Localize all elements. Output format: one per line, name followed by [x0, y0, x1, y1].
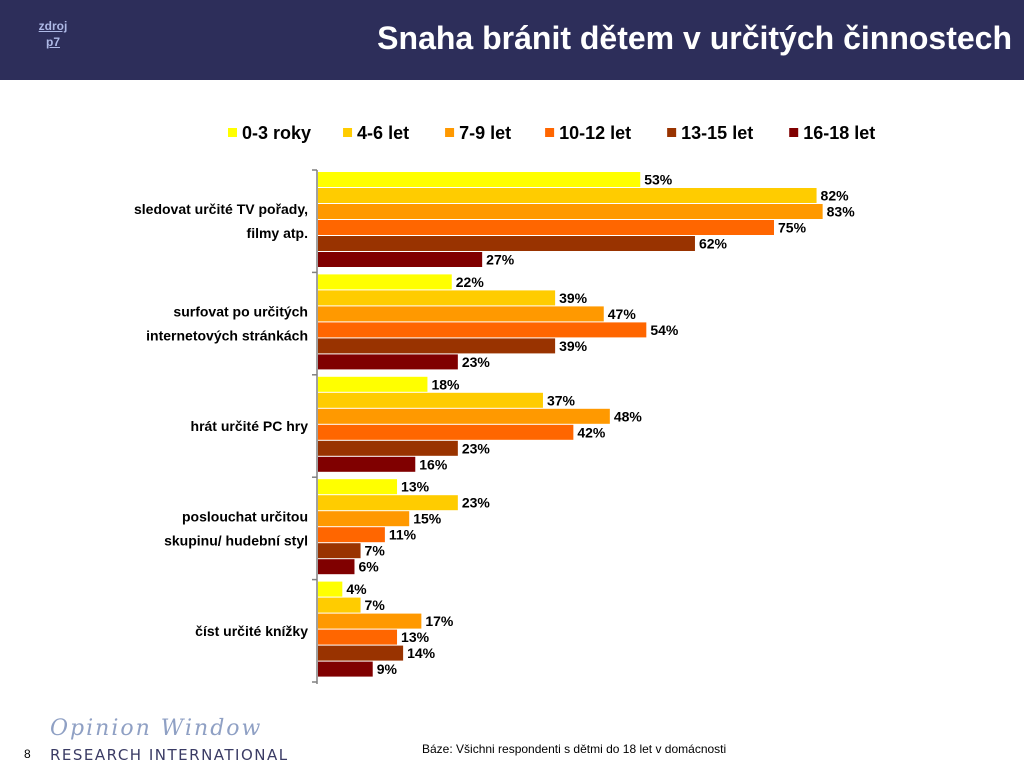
legend-label-2: 4-6 let — [357, 123, 409, 143]
data-label: 23% — [462, 354, 491, 370]
legend-swatch-1 — [228, 128, 237, 137]
data-label: 7% — [365, 597, 386, 613]
bar — [318, 645, 404, 661]
source-link[interactable]: zdroj p7 — [36, 18, 70, 50]
legend-swatch-6 — [789, 128, 799, 137]
source-link-page[interactable]: p7 — [45, 35, 60, 49]
category-label: filmy atp. — [247, 225, 308, 241]
data-label: 39% — [559, 338, 588, 354]
brand-logo-text: RESEARCH INTERNATIONAL — [50, 746, 289, 764]
bar — [318, 188, 817, 203]
legend-swatch-5 — [667, 128, 677, 137]
data-label: 83% — [827, 204, 856, 220]
bar — [318, 290, 556, 306]
bar — [318, 376, 428, 392]
data-label: 75% — [778, 220, 807, 236]
bar — [318, 322, 647, 338]
legend-label-1: 0-3 roky — [242, 123, 311, 143]
page-number: 8 — [24, 747, 31, 761]
bar — [318, 220, 774, 235]
bar — [318, 629, 398, 645]
data-label: 27% — [486, 252, 515, 268]
data-label: 13% — [401, 629, 430, 645]
bar — [318, 424, 574, 440]
data-label: 17% — [425, 613, 454, 629]
bar — [318, 252, 483, 267]
data-label: 54% — [650, 322, 679, 338]
data-label: 47% — [608, 306, 637, 322]
bar — [318, 236, 695, 251]
bar — [318, 274, 452, 290]
legend-label-5: 13-15 let — [681, 123, 753, 143]
data-label: 23% — [462, 440, 491, 456]
bar — [318, 581, 343, 597]
data-label: 37% — [547, 392, 576, 408]
source-link-label[interactable]: zdroj — [38, 19, 68, 33]
data-label: 6% — [358, 559, 379, 575]
bar — [318, 661, 373, 677]
legend-label-4: 10-12 let — [559, 123, 631, 143]
data-label: 48% — [614, 408, 643, 424]
data-label: 9% — [377, 661, 398, 677]
title-bar: zdroj p7 Snaha bránit dětem v určitých č… — [0, 0, 1024, 80]
bar — [318, 306, 604, 322]
legend-label-3: 7-9 let — [459, 123, 511, 143]
bar — [318, 543, 361, 559]
bar — [318, 527, 385, 543]
category-label: poslouchat určitou — [182, 508, 308, 524]
legend-swatch-3 — [445, 128, 455, 137]
data-label: 15% — [413, 511, 442, 527]
data-label: 62% — [699, 236, 728, 252]
base-note: Báze: Všichni respondenti s dětmi do 18 … — [422, 742, 727, 756]
brand-logo-script: Opinion Window — [50, 716, 263, 741]
data-label: 18% — [431, 376, 460, 392]
bar — [318, 204, 823, 219]
data-label: 16% — [419, 456, 448, 472]
category-label: surfovat po určitých — [173, 304, 308, 320]
data-label: 23% — [462, 495, 491, 511]
legend-swatch-4 — [545, 128, 555, 137]
data-label: 7% — [365, 543, 386, 559]
data-label: 39% — [559, 290, 588, 306]
bar — [318, 479, 398, 495]
category-label: internetových stránkách — [146, 328, 308, 344]
bar — [318, 597, 361, 613]
data-label: 22% — [456, 274, 485, 290]
bar — [318, 495, 458, 511]
bar — [318, 559, 355, 575]
bar — [318, 354, 458, 370]
data-label: 4% — [346, 581, 367, 597]
bar — [318, 613, 422, 629]
bar — [318, 440, 458, 456]
category-label: hrát určité PC hry — [191, 418, 309, 434]
bar — [318, 172, 641, 187]
category-label: sledovat určité TV pořady, — [134, 201, 308, 217]
data-label: 14% — [407, 645, 436, 661]
bar — [318, 456, 416, 472]
bar — [318, 392, 543, 408]
data-label: 13% — [401, 479, 430, 495]
data-label: 42% — [577, 424, 606, 440]
category-label: číst určité knížky — [195, 623, 308, 639]
data-label: 82% — [821, 188, 850, 204]
data-label: 53% — [644, 172, 673, 188]
page-title: Snaha bránit dětem v určitých činnostech — [377, 20, 1012, 56]
bar — [318, 511, 410, 527]
legend-swatch-2 — [343, 128, 353, 137]
bar — [318, 338, 556, 354]
legend-label-6: 16-18 let — [803, 123, 875, 143]
bar — [318, 408, 610, 424]
data-label: 11% — [389, 527, 417, 543]
category-label: skupinu/ hudební styl — [164, 532, 308, 548]
